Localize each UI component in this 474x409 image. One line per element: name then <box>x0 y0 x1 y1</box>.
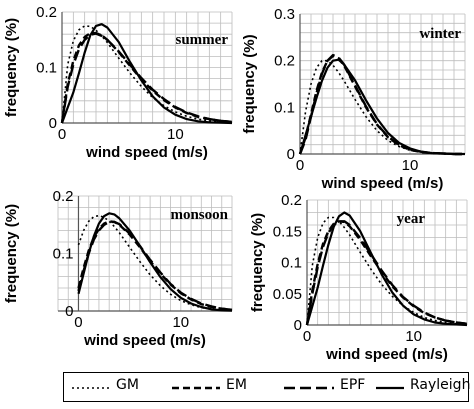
year-y-tick-label: 0.05 <box>273 286 302 303</box>
summer-y-tick-label: 0.2 <box>36 4 57 21</box>
winter-y-tick-label: 0.2 <box>274 53 295 70</box>
year-series-gm <box>306 216 468 326</box>
year-y-tick-label: 0.1 <box>281 255 302 272</box>
monsoon-y-tick-label: 0.1 <box>53 246 74 263</box>
monsoon-series-gm <box>77 214 233 312</box>
year-x-tick-label: 0 <box>303 328 311 345</box>
summer-series-rayleigh <box>60 23 233 125</box>
monsoon-x-axis-label: wind speed (m/s) <box>83 332 206 349</box>
year-series-rayleigh <box>305 211 468 327</box>
winter-series-gm <box>299 59 465 155</box>
year-series-epf <box>305 220 468 326</box>
year-y-axis-label: frequency (%) <box>249 213 266 312</box>
monsoon-series-rayleigh <box>77 212 233 312</box>
summer-y-tick-label: 0 <box>49 115 57 132</box>
winter-y-tick-label: 0 <box>287 146 295 163</box>
year-y-tick-label: 0.2 <box>281 192 302 209</box>
legend-label: Rayleigh <box>410 377 471 393</box>
summer-x-axis-label: wind speed (m/s) <box>85 144 208 161</box>
legend-label: GM <box>116 377 139 393</box>
summer-annotation: summer <box>176 32 229 48</box>
legend-swatch-em <box>172 386 220 390</box>
winter-series-epf <box>298 53 465 156</box>
winter-annotation: winter <box>419 26 461 42</box>
year-y-tick-label: 0.15 <box>273 223 302 240</box>
legend-swatch-epf <box>284 386 334 390</box>
monsoon-x-tick-label: 0 <box>74 314 82 331</box>
legend: GM EM EPF Rayleigh <box>63 372 471 402</box>
winter-x-tick-label: 10 <box>402 157 419 174</box>
summer-y-axis-label: frequency (%) <box>3 18 20 117</box>
summer-x-tick-label: 0 <box>58 126 66 143</box>
year-annotation: year <box>397 211 426 227</box>
winter-x-axis-label: wind speed (m/s) <box>321 175 444 192</box>
winter-series-rayleigh <box>298 58 465 156</box>
year-y-tick-label: 0 <box>294 317 302 334</box>
monsoon-y-axis-label: frequency (%) <box>3 204 20 303</box>
monsoon-series-epf <box>77 220 233 312</box>
monsoon-x-tick-label: 10 <box>172 314 189 331</box>
year-x-tick-label: 10 <box>405 328 422 345</box>
summer-x-tick-label: 10 <box>167 126 184 143</box>
year-x-axis-label: wind speed (m/s) <box>325 346 448 363</box>
monsoon-y-tick-label: 0.2 <box>53 188 74 205</box>
legend-swatch-gm <box>72 387 110 389</box>
summer-y-tick-label: 0.1 <box>36 60 57 77</box>
summer-series-epf <box>60 32 233 124</box>
winter-y-tick-label: 0.1 <box>274 99 295 116</box>
legend-label: EPF <box>340 377 366 393</box>
winter-x-tick-label: 0 <box>296 157 304 174</box>
legend-label: EM <box>226 377 247 393</box>
legend-swatch-rayleigh <box>376 386 404 390</box>
monsoon-annotation: monsoon <box>170 207 228 223</box>
summer-series-gm <box>61 25 233 124</box>
winter-y-axis-label: frequency (%) <box>241 34 258 133</box>
monsoon-y-tick-label: 0 <box>65 303 73 320</box>
winter-y-tick-label: 0.3 <box>274 6 295 23</box>
